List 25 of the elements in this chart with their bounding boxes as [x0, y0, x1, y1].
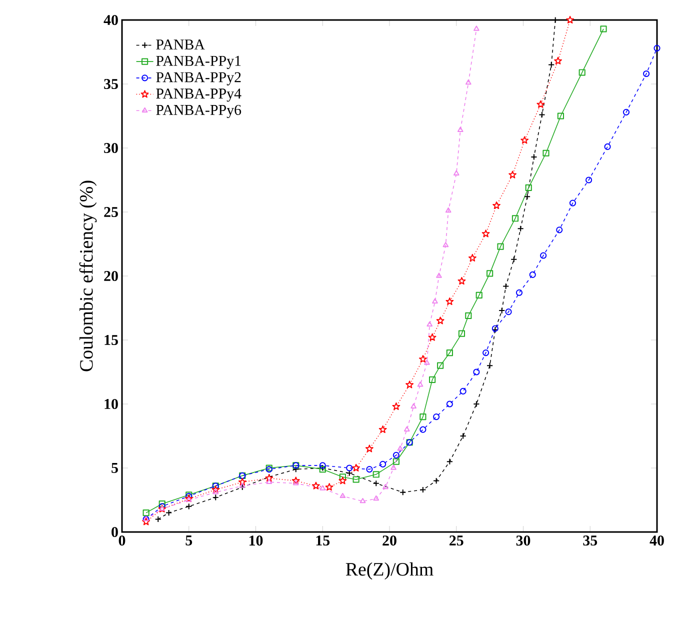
- y-tick-label: 15: [104, 335, 118, 345]
- y-tick-label: 40: [104, 14, 118, 26]
- x-axis-title: Re(Z)/Ohm: [346, 562, 434, 580]
- x-tick-label: 15: [316, 536, 330, 546]
- x-tick-label: 10: [249, 536, 263, 546]
- x-tick-label: 40: [650, 536, 664, 546]
- legend-label: PANBA-PPy6: [156, 104, 242, 118]
- x-tick-label: 30: [516, 536, 530, 546]
- y-tick-label: 30: [104, 142, 118, 154]
- y-tick-label: 35: [104, 78, 118, 90]
- y-tick-label: 25: [104, 206, 118, 218]
- y-tick-label: 0: [112, 526, 118, 538]
- legend-label: PANBA-PPy4: [156, 88, 242, 102]
- x-tick-label: 35: [583, 536, 598, 546]
- x-tick-label: 20: [382, 536, 396, 546]
- x-tick-label: 5: [186, 536, 192, 546]
- y-tick-label: 10: [104, 398, 118, 410]
- y-tick-label: 5: [112, 463, 118, 473]
- x-tick-label: 0: [118, 536, 126, 546]
- y-tick-label: 20: [104, 270, 118, 282]
- x-tick-label: 25: [450, 536, 464, 546]
- legend-label: PANBA: [156, 40, 205, 50]
- legend-label: PANBA-PPy1: [156, 56, 241, 69]
- legend-label: PANBA-PPy2: [156, 72, 241, 86]
- y-axis-title: Coulombic effciency (%): [79, 180, 97, 372]
